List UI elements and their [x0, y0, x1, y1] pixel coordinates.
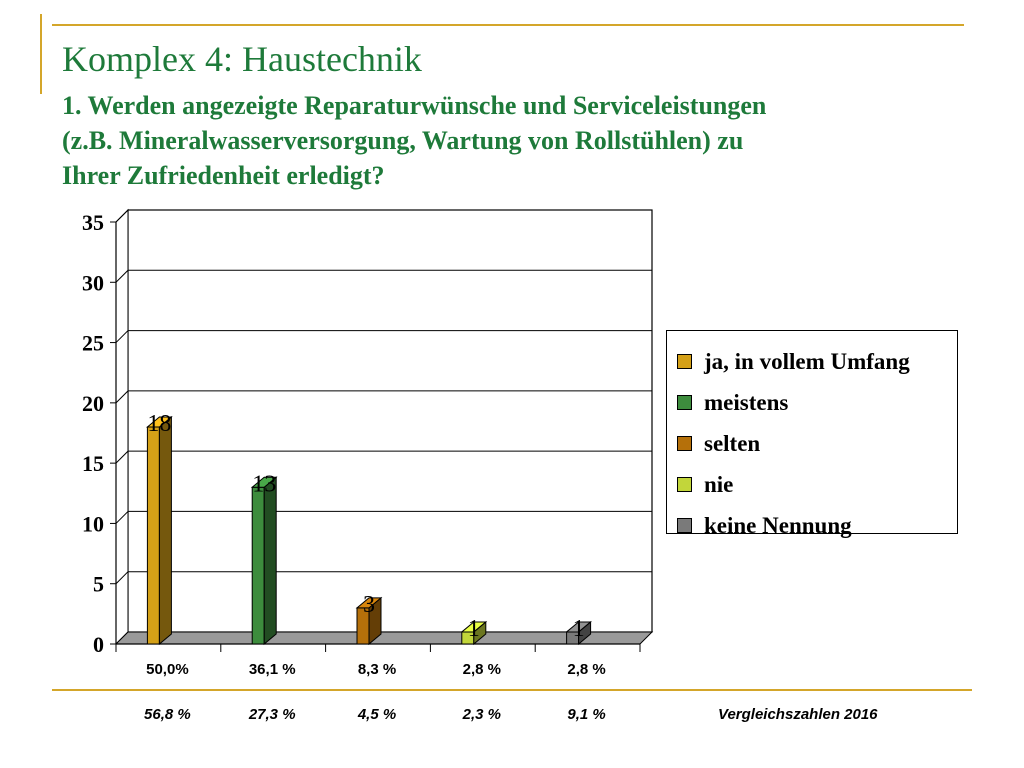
legend-swatch-selten	[677, 436, 692, 451]
bar-side	[158, 415, 172, 646]
bar-top	[565, 621, 592, 633]
bar-top	[355, 597, 383, 609]
legend-swatch-keine-nennung	[677, 518, 692, 533]
question-line-2: (z.B. Mineralwasserversorgung, Wartung v…	[62, 126, 744, 155]
comparison-label: Vergleichszahlen 2016	[718, 706, 878, 723]
plot-side-wall	[115, 208, 129, 646]
gridline-depth	[115, 390, 129, 404]
y-tick-label: 0	[93, 632, 104, 657]
bar-value-label: 13	[252, 471, 276, 497]
legend-label-keine-nennung: keine Nennung	[704, 512, 852, 538]
legend-item-selten: selten	[677, 423, 957, 464]
plot-back-wall	[127, 209, 653, 633]
slide-title: Komplex 4: Haustechnik	[62, 39, 422, 79]
bar-value-label: 18	[147, 411, 171, 437]
question-line-3: Ihrer Zufriedenheit erledigt?	[62, 161, 385, 190]
legend-item-meistens: meistens	[677, 382, 957, 423]
y-tick-label: 10	[82, 511, 104, 536]
comparison-value: 9,1 %	[567, 706, 606, 723]
bar-value-label: 1	[573, 616, 585, 642]
y-tick-label: 25	[82, 331, 104, 356]
legend-swatch-meistens	[677, 395, 692, 410]
comparison-value: 2,3 %	[462, 706, 501, 723]
y-tick-label: 35	[82, 210, 104, 235]
gridline-depth	[115, 269, 129, 283]
chart-legend: ja, in vollem Umfang meistens selten nie…	[666, 330, 958, 538]
legend-item-ja: ja, in vollem Umfang	[677, 341, 957, 382]
gridline-depth	[115, 571, 129, 585]
bar-value-label: 3	[363, 592, 375, 618]
comparison-value: 56,8 %	[144, 706, 191, 723]
legend-swatch-nie	[677, 477, 692, 492]
top-rule	[52, 24, 964, 26]
legend-label-selten: selten	[704, 430, 761, 456]
bar-top	[460, 621, 488, 633]
bar-top	[146, 416, 173, 428]
bar-front	[251, 486, 265, 645]
comparison-row: 56,8 % 27,3 % 4,5 % 2,3 % 9,1 %	[0, 706, 1024, 730]
x-tick-label: 2,8 %	[567, 661, 605, 678]
x-tick-label: 8,3 %	[358, 661, 396, 678]
gridline-depth	[115, 209, 129, 223]
bar-top	[250, 476, 278, 488]
gridline-depth	[115, 450, 129, 464]
left-rule	[40, 14, 42, 94]
gridline-depth	[115, 511, 129, 524]
comparison-value: 27,3 %	[248, 706, 296, 723]
bar-side	[263, 476, 277, 646]
x-tick-label: 2,8 %	[463, 661, 501, 678]
bar-value-label: 1	[468, 616, 480, 642]
legend-label-nie: nie	[704, 471, 734, 497]
y-tick-label: 15	[82, 451, 104, 476]
question-line-1: 1. Werden angezeigte Reparaturwünsche un…	[62, 91, 767, 120]
comparison-value: 4,5 %	[357, 706, 397, 723]
question-text: 1. Werden angezeigte Reparaturwünsche un…	[62, 88, 962, 193]
legend-item-nie: nie	[677, 464, 957, 505]
legend-label-ja: ja, in vollem Umfang	[704, 348, 910, 374]
x-tick-label: 50,0%	[146, 661, 189, 678]
legend-swatch-ja	[677, 354, 692, 369]
legend-label-meistens: meistens	[704, 389, 789, 415]
y-tick-label: 20	[82, 391, 104, 416]
x-tick-label: 36,1 %	[249, 661, 296, 678]
y-tick-label: 30	[82, 270, 104, 295]
y-tick-label: 5	[93, 572, 104, 597]
gridline-depth	[115, 330, 129, 343]
bar-front	[146, 426, 160, 645]
legend-item-keine-nennung: keine Nennung	[677, 505, 957, 546]
bottom-rule	[52, 689, 972, 691]
